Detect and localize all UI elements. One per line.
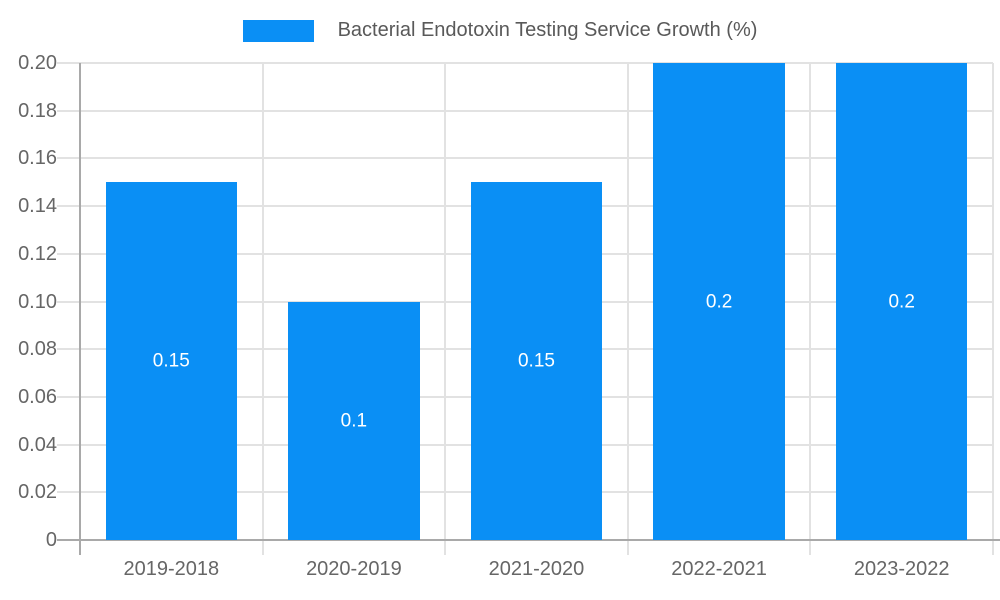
y-axis-tick [57, 443, 80, 446]
y-axis-tick [57, 539, 80, 541]
x-axis-tick [444, 540, 447, 555]
y-axis-tick [57, 62, 80, 64]
bar: 0.15 [470, 182, 603, 540]
y-tick-label: 0.12 [18, 242, 57, 265]
x-tick-label: 2020-2019 [306, 558, 402, 580]
bar: 0.2 [653, 63, 785, 540]
y-tick-label: 0.14 [18, 195, 57, 218]
y-tick-label: 0.06 [18, 385, 57, 408]
y-axis-tick [57, 491, 80, 494]
bar-value-label: 0.2 [705, 291, 733, 312]
v-gridline [809, 63, 812, 540]
bar: 0.2 [835, 63, 968, 540]
bar-value-label: 0.2 [888, 291, 915, 312]
y-axis-tick [57, 300, 80, 303]
v-gridline [992, 63, 994, 540]
legend-label: Bacterial Endotoxin Testing Service Grow… [337, 19, 758, 41]
y-axis-line [79, 63, 81, 555]
y-tick-label: 0.04 [18, 433, 57, 456]
y-axis-tick [57, 395, 80, 398]
y-tick-label: 0.16 [18, 147, 57, 170]
bar: 0.15 [105, 182, 238, 540]
y-tick-label: 0.10 [18, 290, 57, 313]
y-axis-tick [57, 109, 80, 112]
y-axis-tick [57, 205, 80, 208]
x-tick-label: 2021-2020 [488, 558, 585, 580]
y-axis-tick [57, 252, 80, 255]
x-axis-tick [79, 540, 81, 555]
bar: 0.1 [288, 301, 420, 540]
y-tick-label: 0.18 [18, 99, 57, 122]
legend[interactable]: Bacterial Endotoxin Testing Service Grow… [0, 19, 1000, 42]
y-tick-label: 0 [45, 529, 57, 551]
x-tick-label: 2022-2021 [671, 558, 767, 580]
x-axis-tick [626, 540, 629, 555]
y-axis-tick [57, 157, 80, 160]
x-tick-label: 2019-2018 [123, 558, 220, 580]
y-tick-label: 0.20 [18, 52, 57, 74]
y-tick-label: 0.02 [18, 481, 57, 504]
x-axis-tick [992, 540, 994, 555]
x-axis-tick [809, 540, 812, 555]
bar-value-label: 0.1 [340, 410, 368, 432]
v-gridline [444, 63, 447, 540]
y-axis-tick [57, 348, 80, 351]
v-gridline [261, 63, 264, 540]
legend-swatch-icon [242, 19, 314, 42]
x-tick-label: 2023-2022 [853, 558, 950, 580]
v-gridline [626, 63, 629, 540]
bar-value-label: 0.15 [517, 350, 555, 372]
x-axis-tick [261, 540, 264, 555]
bar-value-label: 0.15 [152, 350, 190, 372]
y-tick-label: 0.08 [18, 338, 57, 361]
